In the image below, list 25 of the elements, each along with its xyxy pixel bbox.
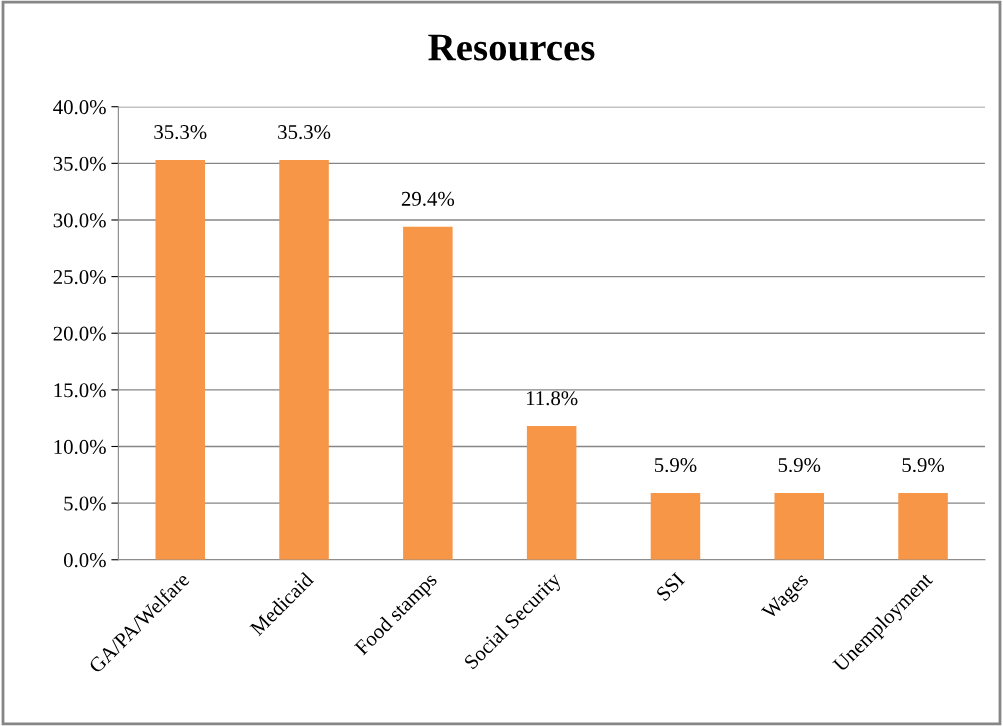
x-tick-label: SSI [655,571,686,602]
bar [650,492,701,560]
bar [279,159,329,560]
y-tick-label: 0.0% [63,553,106,568]
data-label: 35.3% [278,124,331,140]
data-label: 29.4% [401,191,455,206]
data-label: 5.9% [778,457,821,473]
y-tick-label: 15.0% [54,383,106,398]
bar [774,492,825,560]
bar [403,226,453,560]
data-label: 11.8% [526,391,578,406]
y-tick-label: 40.0% [53,100,106,115]
data-label: 35.3% [154,124,207,140]
data-label: 5.9% [654,457,697,473]
chart-title: Resources [428,34,595,61]
y-tick-label: 35.0% [53,156,106,171]
y-tick-label: 10.0% [54,439,106,455]
y-tick-label: 5.0% [64,496,106,511]
bar [526,426,577,560]
bar [898,492,948,560]
data-label: 5.9% [902,457,945,473]
y-tick-label: 25.0% [53,269,106,285]
y-tick-label: 30.0% [53,213,106,228]
bar [155,159,206,560]
y-tick-label: 20.0% [53,326,106,341]
